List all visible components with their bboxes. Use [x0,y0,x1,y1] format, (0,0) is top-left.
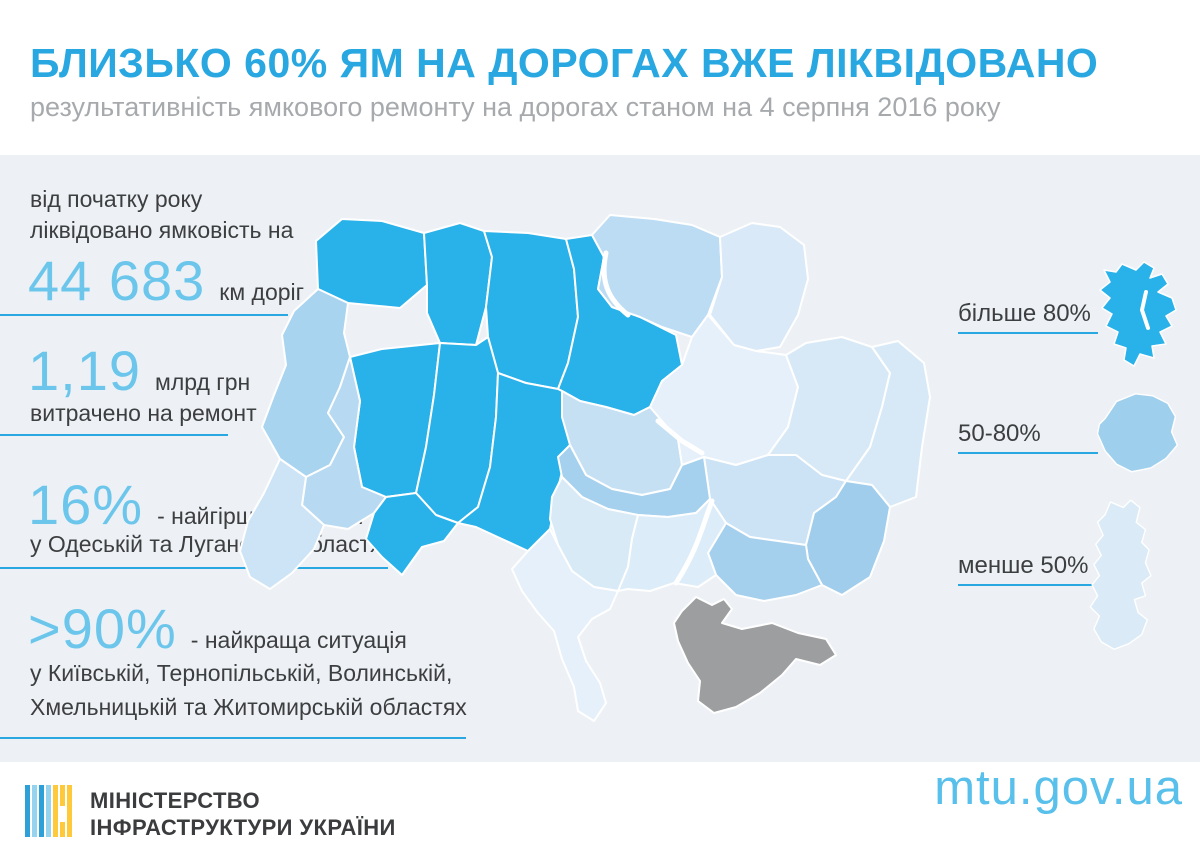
stat2-caption: витрачено на ремонт [30,400,257,426]
stat4-value: >90% [28,597,177,660]
stat1-intro: від початку року ліквідовано ямковість н… [30,184,293,246]
stat4-caption-line2: Хмельницькій та Житомирській областях [30,694,467,720]
stat3-underline [0,567,388,569]
stat4-caption-line1: у Київській, Тернопільській, Волинській, [30,660,453,686]
stat2-value: 1,19 [28,339,141,402]
stat3-value: 16% [28,473,144,536]
page-subtitle: результативність ямкового ремонту на дор… [30,92,1001,122]
logo-bar-yellow-2-bottom [60,822,65,837]
footer [0,762,1200,848]
stat4-value-row: >90% - найкраща ситуація [28,596,407,661]
ministry-name: МІНІСТЕРСТВО ІНФРАСТРУКТУРИ УКРАЇНИ [90,787,396,841]
ministry-name-line2: ІНФРАСТРУКТУРИ УКРАЇНИ [90,815,396,840]
region-donetsk [805,480,891,596]
legend-rule-low [958,584,1098,586]
legend-label-low: менше 50% [958,552,1089,579]
stat3-caption: у Одеській та Луганській областях [30,531,395,557]
ministry-name-line1: МІНІСТЕРСТВО [90,788,261,813]
logo-bar-blue-1 [25,785,30,837]
dnieper-river [601,250,715,586]
header: БЛИЗЬКО 60% ЯМ НА ДОРОГАХ ВЖЕ ЛІКВІДОВАН… [0,0,1200,155]
region-lviv [261,288,351,478]
stat1-value: 44 683 [28,249,206,312]
logo-bar-yellow-2 [60,785,65,837]
region-odesa [511,528,619,722]
region-zakarpattia [239,458,325,590]
logo-bar-lightblue-2 [46,785,51,837]
stat2-unit: млрд грн [155,369,251,395]
stat1-underline [0,314,288,316]
stat2-underline [0,434,228,436]
legend-shape-kyiv-oblast [1099,261,1177,367]
legend-label-high: більше 80% [958,300,1091,327]
logo-bar-yellow-1 [53,785,58,837]
legend-shape-volyn-oblast [1096,393,1179,473]
logo-bar-lightblue-1 [32,785,37,837]
region-chernivtsi [365,492,459,576]
region-zhytomyr [483,230,579,390]
stat2-value-row: 1,19 млрд грн [28,338,250,403]
stat4-underline [0,737,466,739]
logo-bar-blue-2 [39,785,44,837]
region-volyn [315,218,428,309]
region-crimea [673,596,837,714]
legend-rule-high [958,332,1098,334]
ministry-logo [25,785,72,837]
legend-shape-luhansk-oblast [1089,499,1152,650]
region-sumy [709,222,809,352]
legend-rule-mid [958,452,1098,454]
legend-shape-reservoir-notch [1139,290,1150,330]
website-url: mtu.gov.ua [934,761,1183,815]
logo-bar-yellow-3 [67,785,72,837]
region-rivne [423,222,493,346]
logo-bar-yellow-2-top [60,785,65,806]
stat1-value-row: 44 683 км доріг [28,248,304,313]
stat1-unit: км доріг [219,279,305,305]
page-title: БЛИЗЬКО 60% ЯМ НА ДОРОГАХ ВЖЕ ЛІКВІДОВАН… [30,40,1099,86]
stat4-label: - найкраща ситуація [190,627,407,653]
legend-label-mid: 50-80% [958,420,1041,447]
region-kherson [617,498,727,592]
stat1-intro-line2: ліквідовано ямковість на [30,217,294,243]
stat1-intro-line1: від початку року [30,186,203,212]
ukraine-choropleth-map [239,214,931,722]
